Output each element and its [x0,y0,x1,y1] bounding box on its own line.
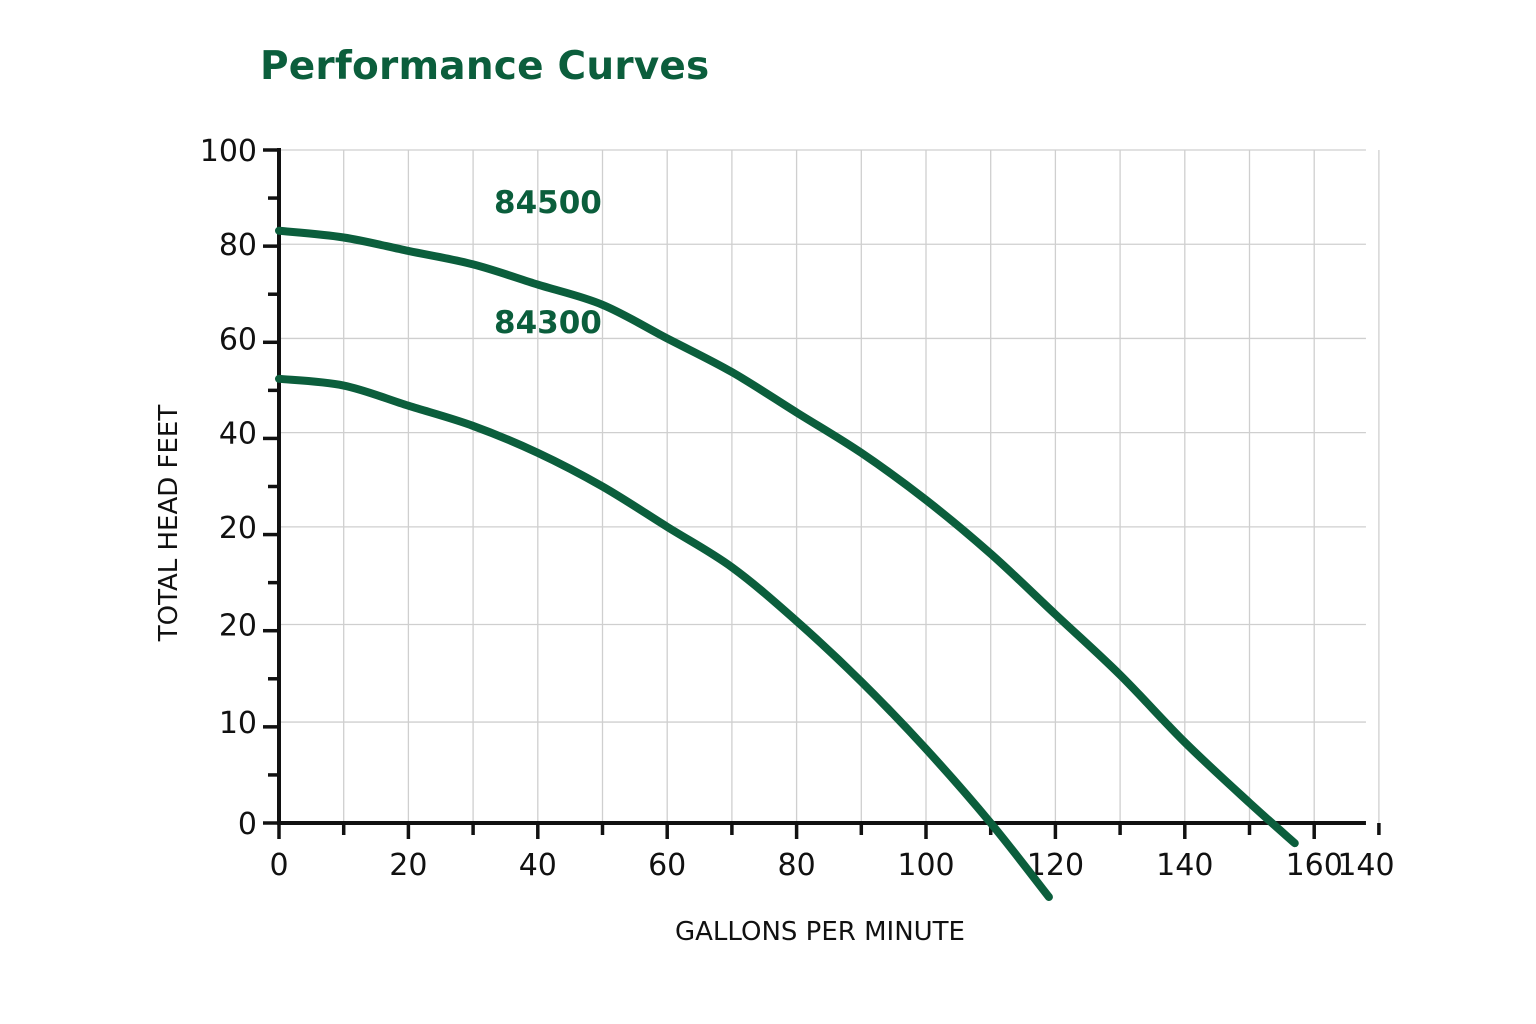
x-tick-label: 140 [1156,848,1213,883]
y-tick-label: 100 [200,134,257,169]
series-line-84500 [275,226,1299,848]
x-tick-label: 160 [1286,848,1343,883]
axes [277,148,1366,825]
grid [279,149,1380,823]
y-tick-label: 20 [219,608,257,643]
y-tick-label: 40 [219,417,257,452]
x-tick-label: 40 [519,848,557,883]
x-tick-label: 60 [648,848,686,883]
y-tick-label: 60 [219,322,257,357]
labels: GALLONS PER MINUTE TOTAL HEAD FEET [154,405,965,947]
y-axis-label: TOTAL HEAD FEET [154,405,184,643]
x-tick-label: 80 [778,848,816,883]
series: 84500 84300 [275,185,1299,902]
series-label-84500: 84500 [494,185,602,221]
y-tick-label: 20 [219,511,257,546]
x-tick-label: 140 [1337,848,1394,883]
x-axis-label: GALLONS PER MINUTE [675,917,965,947]
x-tick-label: 100 [897,848,954,883]
series-label-84300: 84300 [494,305,602,341]
series-line-84300 [275,374,1053,902]
chart-title: Performance Curves [260,44,710,89]
y-tick-label: 10 [219,706,257,741]
x-tick-label: 0 [269,848,288,883]
y-tick-label: 0 [238,807,257,842]
y-tick-label: 80 [219,228,257,263]
x-tick-label: 20 [389,848,427,883]
